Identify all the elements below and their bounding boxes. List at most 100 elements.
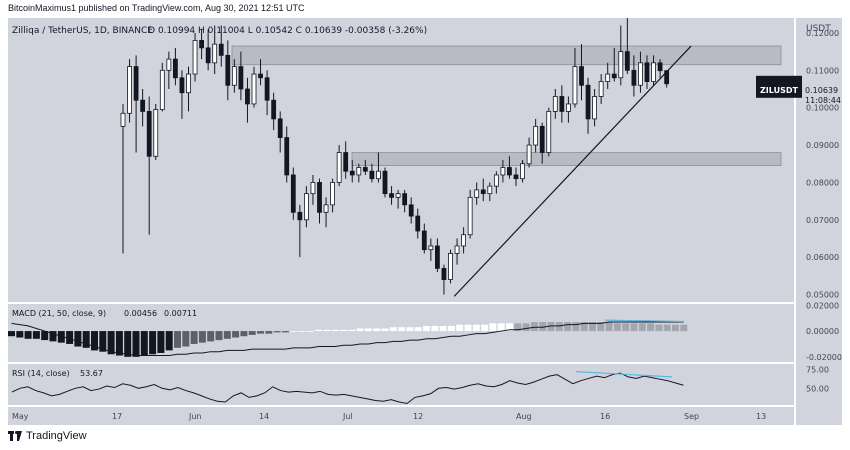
macd-bar (49, 331, 57, 342)
time-tick-label: 16 (600, 412, 610, 421)
macd-value-1: 0.00456 (124, 309, 157, 318)
candle-body (559, 96, 565, 112)
candle (448, 249, 453, 284)
candle-body (579, 66, 584, 86)
candle-body (598, 81, 604, 97)
last-price-symbol: ZILUSDT (760, 86, 798, 95)
price-tick-label: 0.09000 (806, 141, 839, 150)
candle-body (664, 70, 670, 85)
candle (389, 186, 394, 205)
macd-bar (215, 331, 223, 341)
macd-bar (447, 325, 455, 332)
candle (297, 204, 303, 258)
candle-body (343, 152, 349, 172)
candle (166, 51, 172, 89)
symbol-legend: Zilliqa / TetherUS, 1D, BINANCE (12, 26, 153, 36)
candle-body (317, 182, 322, 213)
macd-bar (514, 323, 522, 332)
candle-body (624, 51, 630, 71)
macd-bar (91, 331, 98, 351)
candle (251, 66, 257, 108)
candle (343, 141, 349, 179)
last-price-label: ZILUSDT 0.10639 11:08:44 (756, 75, 841, 105)
candle (192, 32, 198, 82)
last-price-countdown: 11:08:44 (805, 96, 841, 105)
candle (434, 238, 440, 273)
candle-body (389, 193, 394, 198)
candle (631, 55, 637, 97)
candle (186, 66, 191, 112)
rsi-pane (8, 364, 794, 405)
candle-body (277, 118, 283, 138)
candle (284, 126, 290, 183)
candle (415, 208, 421, 239)
candle-body (159, 69, 165, 110)
price-tick-label: 0.07000 (806, 216, 839, 225)
price-tick-label: 0.06000 (806, 253, 839, 262)
macd-bar (115, 331, 123, 356)
candle-body (271, 99, 277, 120)
candle (408, 197, 414, 224)
macd-bar (414, 327, 422, 332)
candle (290, 167, 296, 220)
macd-bar (232, 331, 240, 338)
candle (336, 145, 342, 187)
macd-bar (323, 329, 331, 332)
candle-body (408, 204, 414, 217)
macd-bar (257, 331, 264, 334)
macd-tick-label: 0.00000 (806, 327, 839, 336)
candle-body (356, 167, 362, 176)
candle (369, 163, 375, 183)
macd-bar (489, 323, 497, 332)
macd-legend: MACD (21, 50, close, 9) (12, 309, 106, 318)
candle-body (120, 112, 126, 127)
macd-bar (580, 322, 588, 332)
candle-body (513, 174, 519, 180)
candle-body (461, 234, 467, 247)
candle (533, 118, 539, 153)
price-tick-label: 0.08000 (806, 178, 839, 187)
candle (330, 178, 336, 213)
candle (231, 59, 237, 93)
candle-body (428, 245, 434, 251)
macd-bar (41, 331, 49, 341)
candle-body (212, 43, 218, 64)
macd-bar (597, 322, 605, 332)
macd-bar (381, 328, 389, 332)
candle (258, 59, 263, 86)
macd-bar (530, 322, 538, 332)
macd-bar (555, 322, 563, 332)
candle (487, 182, 493, 202)
candle (303, 186, 309, 228)
macd-bar (672, 324, 679, 332)
macd-bar (248, 331, 256, 335)
candle (579, 44, 584, 101)
time-tick-label: 14 (259, 412, 269, 421)
macd-bar (157, 331, 165, 353)
macd-bar (107, 331, 115, 355)
macd-bar (398, 327, 406, 332)
candle-body (402, 193, 408, 206)
candle (513, 167, 519, 187)
candle (467, 189, 473, 239)
macd-bar (564, 322, 572, 332)
candle-body (480, 189, 486, 195)
candle-body (520, 163, 525, 180)
candle-body (166, 58, 172, 71)
candle (376, 152, 381, 183)
time-tick-label: Sep (684, 412, 699, 421)
macd-bar (348, 329, 356, 332)
candle (605, 62, 611, 89)
candle-body (585, 84, 591, 120)
publish-header: BitcoinMaximus1 published on TradingView… (8, 3, 305, 13)
candle (127, 59, 132, 123)
candle (474, 182, 480, 205)
candle (461, 227, 467, 254)
candle-body (349, 170, 355, 176)
macd-bar (506, 323, 513, 332)
macd-bar (207, 331, 215, 342)
candle (271, 92, 277, 131)
candle (277, 111, 283, 153)
candle-body (127, 66, 132, 114)
